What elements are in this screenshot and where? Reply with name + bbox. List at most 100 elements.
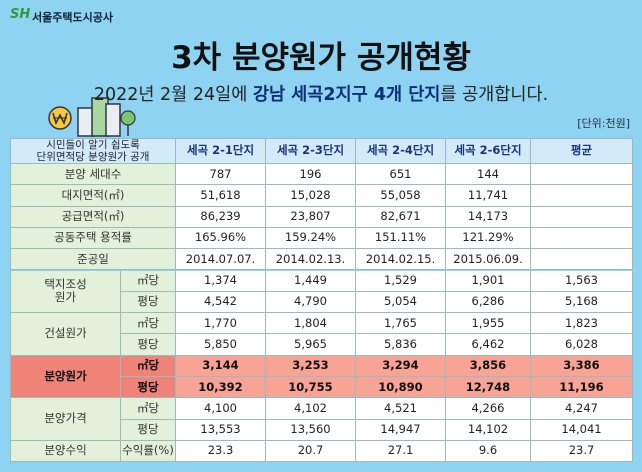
row-sublabel: ㎡당 xyxy=(121,313,176,335)
group-label: 건설원가 xyxy=(11,313,121,356)
data-cell: 11,196 xyxy=(531,377,633,399)
data-cell xyxy=(531,227,633,250)
data-cell: 159.24% xyxy=(266,227,356,250)
subtitle-emphasis: 강남 세곡2지구 4개 단지 xyxy=(252,85,441,105)
data-cell xyxy=(531,164,633,186)
data-cell: 14,947 xyxy=(356,419,446,441)
row-sublabel: 평당 xyxy=(121,334,176,356)
data-cell: 165.96% xyxy=(176,227,266,250)
data-cell: 651 xyxy=(356,164,446,186)
column-header: 평균 xyxy=(531,139,633,164)
data-cell: 82,671 xyxy=(356,206,446,228)
data-cell: 4,102 xyxy=(266,398,356,420)
data-cell: 3,294 xyxy=(356,355,446,377)
unit-note: [단위:천원] xyxy=(577,117,630,130)
group-label-line: 분양원가 xyxy=(44,368,87,383)
data-cell: 1,823 xyxy=(531,313,633,335)
data-cell: 3,144 xyxy=(176,355,266,377)
data-cell: 151.11% xyxy=(356,227,446,250)
data-cell: 10,890 xyxy=(356,377,446,399)
column-header: 세곡 2-6단지 xyxy=(446,139,531,164)
group-label: 분양가격 xyxy=(11,398,121,441)
data-cell: 4,542 xyxy=(176,291,266,314)
data-cell: 787 xyxy=(176,164,266,186)
group-label-line: 분양가격 xyxy=(44,411,87,426)
data-cell: 10,392 xyxy=(176,377,266,399)
row-sublabel: ㎡당 xyxy=(121,270,176,292)
row-sublabel: 수익률(%) xyxy=(121,440,176,463)
data-cell: 23.3 xyxy=(176,440,266,463)
data-cell: 1,765 xyxy=(356,313,446,335)
data-cell: 6,286 xyxy=(446,291,531,314)
data-cell: 6,028 xyxy=(531,334,633,356)
data-cell: 1,804 xyxy=(266,313,356,335)
data-cell: 4,790 xyxy=(266,291,356,314)
data-cell: 86,239 xyxy=(176,206,266,228)
data-cell: 27.1 xyxy=(356,440,446,463)
corner-line: 시민들이 알기 쉽도록 xyxy=(46,138,140,151)
data-cell: 51,618 xyxy=(176,185,266,207)
data-cell: 5,965 xyxy=(266,334,356,356)
buildings-icon xyxy=(77,97,136,137)
data-cell: 14,102 xyxy=(446,419,531,441)
group-label-line: 건설원가 xyxy=(44,326,87,341)
group-label: 분양수익 xyxy=(11,440,121,463)
data-cell: 20.7 xyxy=(266,440,356,463)
subtitle-text: 2022년 2월 24일에 xyxy=(93,85,253,105)
data-cell: 1,770 xyxy=(176,313,266,335)
data-cell: 4,247 xyxy=(531,398,633,420)
group-label-line: 원가 xyxy=(54,290,77,305)
data-cell: 5,850 xyxy=(176,334,266,356)
column-header: 세곡 2-1단지 xyxy=(176,139,266,164)
data-cell: 10,755 xyxy=(266,377,356,399)
row-sublabel: ㎡당 xyxy=(121,355,176,377)
group-label: 분양원가 xyxy=(11,355,121,399)
row-label: 공급면적(㎡) xyxy=(11,206,176,228)
data-cell: 13,560 xyxy=(266,419,356,441)
row-sublabel: 평당 xyxy=(121,377,176,399)
data-cell: 2014.07.07. xyxy=(176,249,266,271)
data-cell: 11,741 xyxy=(446,185,531,207)
data-cell xyxy=(531,206,633,228)
data-cell: 2014.02.15. xyxy=(356,249,446,271)
data-cell: 144 xyxy=(446,164,531,186)
column-header: 세곡 2-4단지 xyxy=(356,139,446,164)
row-label: 대지면적(㎡) xyxy=(11,185,176,207)
data-cell: 23.7 xyxy=(531,440,633,463)
data-cell: 121.29% xyxy=(446,227,531,250)
column-header: 세곡 2-3단지 xyxy=(266,139,356,164)
data-cell: 6,462 xyxy=(446,334,531,356)
data-cell: 5,054 xyxy=(356,291,446,314)
row-sublabel: 평당 xyxy=(121,291,176,314)
subtitle-text: 를 공개합니다. xyxy=(440,85,549,105)
group-label-line: 분양수익 xyxy=(44,443,87,458)
group-label-line: 택지조성 xyxy=(44,277,87,292)
data-cell: 12,748 xyxy=(446,377,531,399)
data-cell: 23,807 xyxy=(266,206,356,228)
data-cell: 1,529 xyxy=(356,270,446,292)
corner-line: 단위면적당 분양원가 공개 xyxy=(36,151,150,163)
row-sublabel: 평당 xyxy=(121,419,176,441)
data-cell: 3,253 xyxy=(266,355,356,377)
logo-mark: SH xyxy=(10,7,31,22)
data-cell: 14,173 xyxy=(446,206,531,228)
table: 시민들이 알기 쉽도록 단위면적당 분양원가 공개 세곡 2-1단지 세곡 2-3단지… xyxy=(10,138,633,464)
logo-text: 서울주택도시공사 xyxy=(32,11,113,24)
data-cell: 4,100 xyxy=(176,398,266,420)
coin-icon xyxy=(48,106,72,130)
data-cell: 196 xyxy=(266,164,356,186)
data-cell xyxy=(531,249,633,271)
row-label: 공동주택 용적률 xyxy=(11,227,176,250)
data-cell: 1,563 xyxy=(531,270,633,292)
data-cell: 1,374 xyxy=(176,270,266,292)
data-cell: 15,028 xyxy=(266,185,356,207)
subtitle: 2022년 2월 24일에 강남 세곡2지구 4개 단지를 공개합니다. xyxy=(0,81,642,106)
data-cell: 3,386 xyxy=(531,355,633,377)
data-cell: 9.6 xyxy=(446,440,531,463)
data-cell: 4,266 xyxy=(446,398,531,420)
data-cell: 2014.02.13. xyxy=(266,249,356,271)
data-cell: 5,168 xyxy=(531,291,633,314)
data-cell: 5,836 xyxy=(356,334,446,356)
data-cell: 2015.06.09. xyxy=(446,249,531,271)
